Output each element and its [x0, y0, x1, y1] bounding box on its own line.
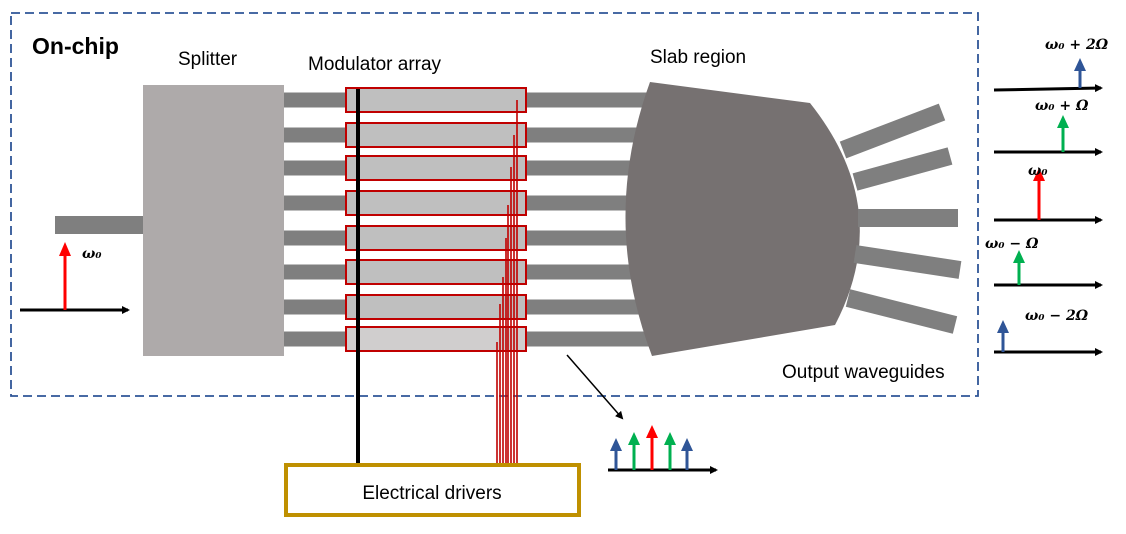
slab-region — [625, 82, 860, 356]
frequency-label: ω₀ − Ω — [985, 236, 1039, 252]
frequency-label: ω₀ + 2Ω — [1045, 37, 1109, 53]
output-waveguide — [853, 245, 962, 279]
pointer-arrow — [566, 354, 624, 420]
output-spectrum: ω₀ — [994, 163, 1103, 224]
frequency-label: ω₀ — [1028, 163, 1047, 179]
output-waveguide — [852, 147, 953, 191]
slab-region-label: Slab region — [650, 47, 746, 68]
output-spectrum: ω₀ + 2Ω — [993, 37, 1109, 93]
spectrum-axis — [993, 84, 1103, 93]
frequency-component-arrow — [1013, 250, 1025, 285]
frequency-component-arrow — [997, 320, 1009, 352]
input-waveguide — [55, 216, 145, 234]
frequency-label: ω₀ − 2Ω — [1025, 308, 1089, 324]
frequency-component-arrow — [1057, 115, 1069, 152]
output-waveguides — [839, 103, 962, 334]
splitter-label: Splitter — [178, 49, 238, 70]
input-carrier-arrow — [59, 242, 71, 310]
modulator — [345, 294, 527, 320]
modulator — [345, 259, 527, 285]
combined-spectrum-line — [610, 438, 622, 470]
frequency-label: ω₀ + Ω — [1035, 98, 1089, 114]
modulator — [345, 155, 527, 181]
modulator-array-label: Modulator array — [308, 54, 442, 75]
electrical-drivers-label: Electrical drivers — [362, 483, 501, 504]
combined-spectrum-line — [681, 438, 693, 470]
electrical-drivers-box — [284, 463, 581, 517]
output-spectrum: ω₀ − Ω — [985, 236, 1103, 289]
output-spectrum: ω₀ − 2Ω — [994, 308, 1103, 356]
on-chip-boundary — [10, 12, 979, 397]
output-waveguide — [845, 289, 958, 334]
splitter-block — [143, 85, 284, 356]
on-chip-label: On-chip — [32, 33, 119, 59]
combined-spectrum-line — [664, 432, 676, 470]
input-frequency-label: ω₀ — [82, 246, 101, 262]
frequency-component-arrow — [1033, 168, 1045, 220]
frequency-component-arrow — [1074, 58, 1086, 88]
output-spectrum: ω₀ + Ω — [994, 98, 1103, 156]
modulator — [345, 122, 527, 148]
output-waveguide — [839, 103, 946, 159]
modulator — [345, 190, 527, 216]
output-waveguides-label: Output waveguides — [782, 362, 945, 383]
modulator — [345, 326, 527, 352]
modulator — [345, 225, 527, 251]
modulator — [345, 87, 527, 113]
combined-spectrum-line — [646, 425, 658, 470]
combined-spectrum-line — [628, 432, 640, 470]
